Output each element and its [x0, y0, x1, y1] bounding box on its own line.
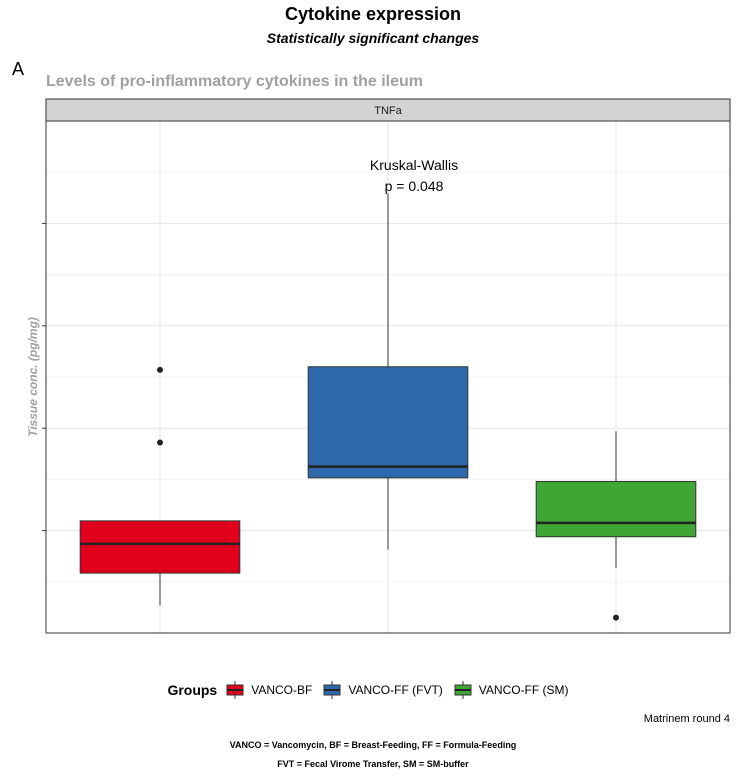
- strip-label: TNFa: [374, 105, 402, 117]
- legend-item-vanco-ff-sm: VANCO-FF (SM): [453, 680, 569, 700]
- legend-label: VANCO-FF (SM): [478, 683, 569, 697]
- legend-item-vanco-ff-fvt: VANCO-FF (FVT): [322, 680, 443, 700]
- box-series: [79, 193, 697, 621]
- legend-label: VANCO-BF: [251, 683, 313, 697]
- outlier-point: [157, 366, 163, 373]
- box-vanco-ff-sm: [535, 431, 697, 621]
- legend: Groups VANCO-BF VANCO-FF (FVT) VANCO-FF …: [0, 680, 746, 700]
- legend-label: VANCO-FF (FVT): [348, 683, 443, 697]
- footnote-2: FVT = Fecal Virome Transfer, SM = SM-buf…: [277, 759, 469, 769]
- annotation-text: Kruskal-Wallis: [370, 157, 458, 173]
- chart-subtitle: Statistically significant changes: [266, 30, 480, 46]
- box-plot: TNFa Kruskal-Wallis p = 0.048: [42, 98, 731, 634]
- panel-tag: A: [12, 59, 25, 79]
- caption: Matrinem round 4: [643, 713, 730, 725]
- strip-background: [45, 98, 731, 122]
- legend-key-icon: [323, 681, 341, 699]
- iqr-box: [307, 366, 469, 479]
- annotation-text: p = 0.048: [385, 178, 444, 194]
- footnote-1: VANCO = Vancomycin, BF = Breast-Feeding,…: [229, 740, 517, 750]
- chart-title: Cytokine expression: [284, 4, 462, 24]
- box-vanco-ff-fvt: [307, 193, 469, 550]
- box-vanco-bf: [79, 366, 241, 606]
- legend-key-icon: [454, 681, 472, 699]
- legend-key-icon: [226, 681, 244, 699]
- legend-item-vanco-bf: VANCO-BF: [225, 680, 312, 700]
- iqr-box: [79, 520, 241, 574]
- annotation: Kruskal-Wallis p = 0.048: [370, 157, 458, 194]
- iqr-box: [535, 480, 697, 538]
- plot-title: Levels of pro-inflammatory cytokines in …: [46, 73, 423, 90]
- facet-strip: TNFa: [45, 98, 731, 122]
- legend-title: Groups: [167, 682, 218, 698]
- outlier-point: [157, 439, 163, 446]
- outlier-point: [613, 614, 619, 621]
- y-axis-ticks: [42, 222, 46, 532]
